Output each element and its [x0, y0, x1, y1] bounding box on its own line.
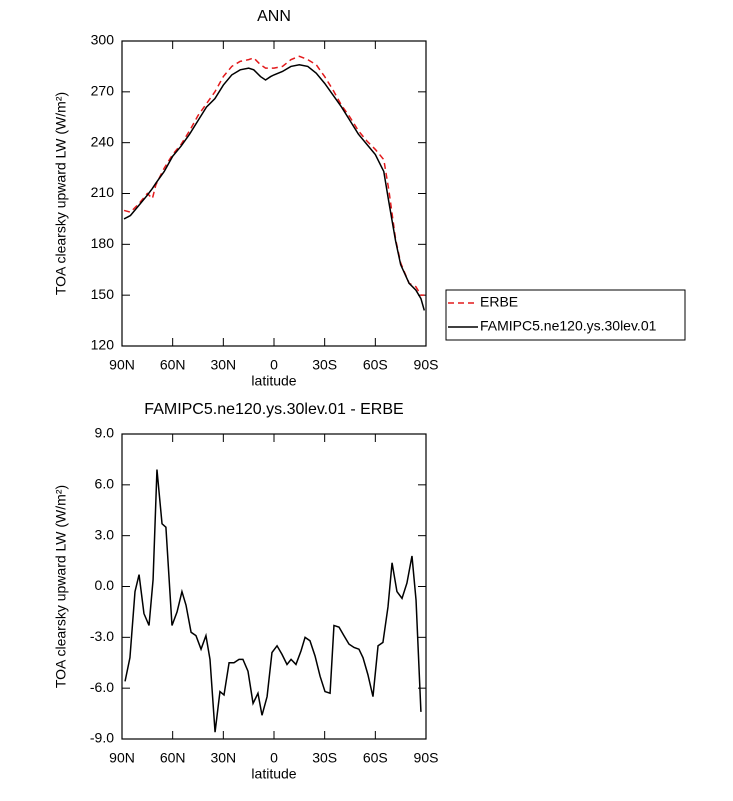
- series-line: [123, 63, 426, 311]
- y-tick-label: 240: [91, 133, 115, 149]
- y-tick-label: 150: [91, 286, 115, 302]
- x-axis-label: latitude: [251, 766, 296, 782]
- y-tick-label: -9.0: [90, 730, 114, 746]
- y-tick-label: 9.0: [95, 425, 115, 441]
- y-tick-label: 210: [91, 184, 115, 200]
- y-tick-label: -3.0: [90, 628, 114, 644]
- x-tick-label: 60N: [160, 750, 186, 766]
- series-line: [124, 469, 422, 733]
- x-tick-label: 30S: [312, 357, 337, 373]
- x-tick-label: 60N: [160, 357, 186, 373]
- y-axis-label: TOA clearsky upward LW (W/m²): [53, 92, 69, 295]
- y-tick-label: -6.0: [90, 679, 114, 695]
- y-tick-label: 3.0: [95, 526, 115, 542]
- plot-frame: [121, 433, 427, 740]
- y-axis-label: TOA clearsky upward LW (W/m²): [53, 485, 69, 688]
- chart-title: FAMIPC5.ne120.ys.30lev.01 - ERBE: [144, 401, 403, 418]
- x-tick-label: 90S: [414, 750, 439, 766]
- plot-frame: [121, 40, 427, 347]
- x-tick-label: 60S: [363, 750, 388, 766]
- x-axis-label: latitude: [251, 373, 296, 389]
- x-tick-label: 90N: [109, 750, 135, 766]
- chart-title: ANN: [257, 8, 291, 25]
- x-tick-label: 30N: [210, 357, 236, 373]
- x-tick-label: 30S: [312, 750, 337, 766]
- legend-label: FAMIPC5.ne120.ys.30lev.01: [480, 318, 657, 334]
- x-tick-label: 30N: [210, 750, 236, 766]
- y-tick-label: 6.0: [95, 476, 115, 492]
- x-tick-label: 0: [270, 357, 278, 373]
- panel: ANN 90N 60N 30N 0 30S 60S 90S 120 150 180 210 240 270…: [53, 8, 686, 389]
- legend-label: ERBE: [480, 294, 518, 310]
- panel: FAMIPC5.ne120.ys.30lev.01 - ERBE 90N 60N 30…: [53, 401, 439, 781]
- y-tick-label: 0.0: [95, 577, 115, 593]
- y-tick-label: 270: [91, 83, 115, 99]
- series-line: [123, 55, 425, 296]
- x-tick-label: 0: [270, 750, 278, 766]
- x-tick-label: 60S: [363, 357, 388, 373]
- y-tick-label: 120: [91, 337, 115, 353]
- y-tick-label: 180: [91, 235, 115, 251]
- x-tick-label: 90N: [109, 357, 135, 373]
- x-tick-label: 90S: [414, 357, 439, 373]
- legend-box: [445, 289, 686, 341]
- y-tick-label: 300: [91, 32, 115, 48]
